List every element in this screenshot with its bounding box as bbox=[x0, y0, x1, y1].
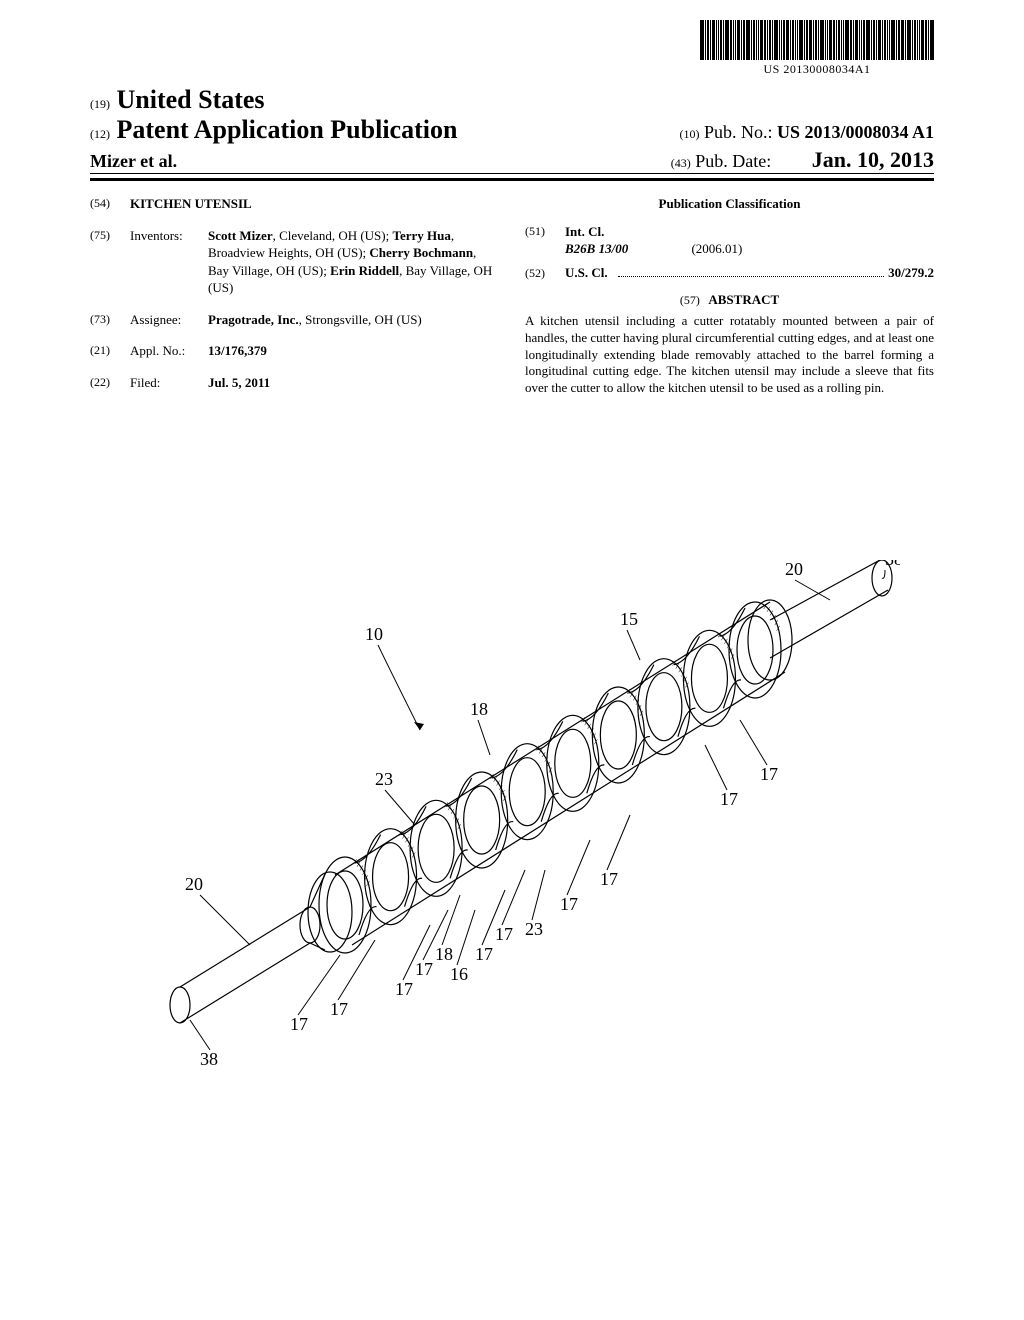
fig-label-17: 17 bbox=[395, 979, 413, 999]
uscl-dots bbox=[618, 276, 885, 277]
pubdate-value: Jan. 10, 2013 bbox=[812, 147, 934, 172]
intcl-code: (51) bbox=[525, 223, 565, 241]
uscl-label: U.S. Cl. bbox=[565, 264, 608, 282]
fig-label-38-right: 38 bbox=[885, 560, 900, 569]
pubno-code: (10) bbox=[679, 127, 699, 141]
fig-label-16: 16 bbox=[450, 964, 468, 984]
barcode-number: US 20130008034A1 bbox=[700, 62, 934, 77]
fig-label-17: 17 bbox=[760, 764, 778, 784]
right-column: Publication Classification (51) Int. Cl.… bbox=[525, 195, 934, 405]
pub-type-code: (12) bbox=[90, 127, 110, 141]
fig-label-18a: 18 bbox=[470, 699, 488, 719]
uscl-code: (52) bbox=[525, 265, 565, 281]
title-code: (54) bbox=[90, 195, 130, 213]
patent-figure: 10 15 20 20 38 38 18 18 16 bbox=[130, 560, 900, 1080]
fig-label-38-left: 38 bbox=[200, 1049, 218, 1069]
filed-value: Jul. 5, 2011 bbox=[208, 374, 499, 392]
inventors-code: (75) bbox=[90, 227, 130, 297]
fig-label-17: 17 bbox=[330, 999, 348, 1019]
abstract-code: (57) bbox=[680, 293, 700, 307]
fig-label-17: 17 bbox=[290, 1014, 308, 1034]
header: (19) United States (12) Patent Applicati… bbox=[90, 85, 934, 181]
header-rule-thin bbox=[90, 173, 934, 174]
classification-title: Publication Classification bbox=[525, 195, 934, 213]
assignee-value: Pragotrade, Inc., Strongsville, OH (US) bbox=[208, 311, 499, 329]
abstract-text: A kitchen utensil including a cutter rot… bbox=[525, 313, 934, 397]
applno-value: 13/176,379 bbox=[208, 342, 499, 360]
country-name: United States bbox=[117, 85, 265, 114]
intcl-date: (2006.01) bbox=[691, 241, 742, 256]
fig-label-23b: 23 bbox=[525, 919, 543, 939]
pubdate-code: (43) bbox=[671, 156, 691, 170]
fig-label-18b: 18 bbox=[435, 944, 453, 964]
fig-label-20-right: 20 bbox=[785, 560, 803, 579]
assignee-label: Assignee: bbox=[130, 311, 208, 329]
assignee-name: Pragotrade, Inc. bbox=[208, 312, 299, 327]
inventors-label: Inventors: bbox=[130, 227, 208, 297]
filed-label: Filed: bbox=[130, 374, 208, 392]
fig-label-17: 17 bbox=[560, 894, 578, 914]
fig-label-10: 10 bbox=[365, 624, 383, 644]
invention-title: KITCHEN UTENSIL bbox=[130, 195, 499, 213]
applno-code: (21) bbox=[90, 342, 130, 360]
fig-label-17: 17 bbox=[720, 789, 738, 809]
country-code: (19) bbox=[90, 97, 110, 111]
barcode-block: US 20130008034A1 bbox=[700, 20, 934, 77]
intcl-class: B26B 13/00 bbox=[565, 241, 628, 256]
abstract-label: ABSTRACT bbox=[708, 292, 779, 307]
filed-code: (22) bbox=[90, 374, 130, 392]
bibliographic-columns: (54) KITCHEN UTENSIL (75) Inventors: Sco… bbox=[90, 195, 934, 405]
barcode-graphic bbox=[700, 20, 934, 60]
assignee-loc: , Strongsville, OH (US) bbox=[299, 312, 422, 327]
pubno-label: Pub. No.: bbox=[704, 122, 773, 142]
applno-label: Appl. No.: bbox=[130, 342, 208, 360]
fig-label-15: 15 bbox=[620, 609, 638, 629]
fig-label-17: 17 bbox=[600, 869, 618, 889]
fig-label-20-left: 20 bbox=[185, 874, 203, 894]
uscl-value: 30/279.2 bbox=[888, 264, 934, 282]
intcl-label: Int. Cl. bbox=[565, 223, 604, 241]
fig-label-23a: 23 bbox=[375, 769, 393, 789]
assignee-code: (73) bbox=[90, 311, 130, 329]
left-column: (54) KITCHEN UTENSIL (75) Inventors: Sco… bbox=[90, 195, 499, 405]
pubno-value: US 2013/0008034 A1 bbox=[777, 122, 934, 142]
header-rule-thick bbox=[90, 178, 934, 181]
fig-label-17: 17 bbox=[475, 944, 493, 964]
pub-type: Patent Application Publication bbox=[117, 115, 458, 144]
authors-short: Mizer et al. bbox=[90, 151, 177, 172]
inventors-value: Scott Mizer, Cleveland, OH (US); Terry H… bbox=[208, 227, 499, 297]
fig-label-17: 17 bbox=[495, 924, 513, 944]
fig-label-17: 17 bbox=[415, 959, 433, 979]
pubdate-label: Pub. Date: bbox=[695, 151, 771, 171]
